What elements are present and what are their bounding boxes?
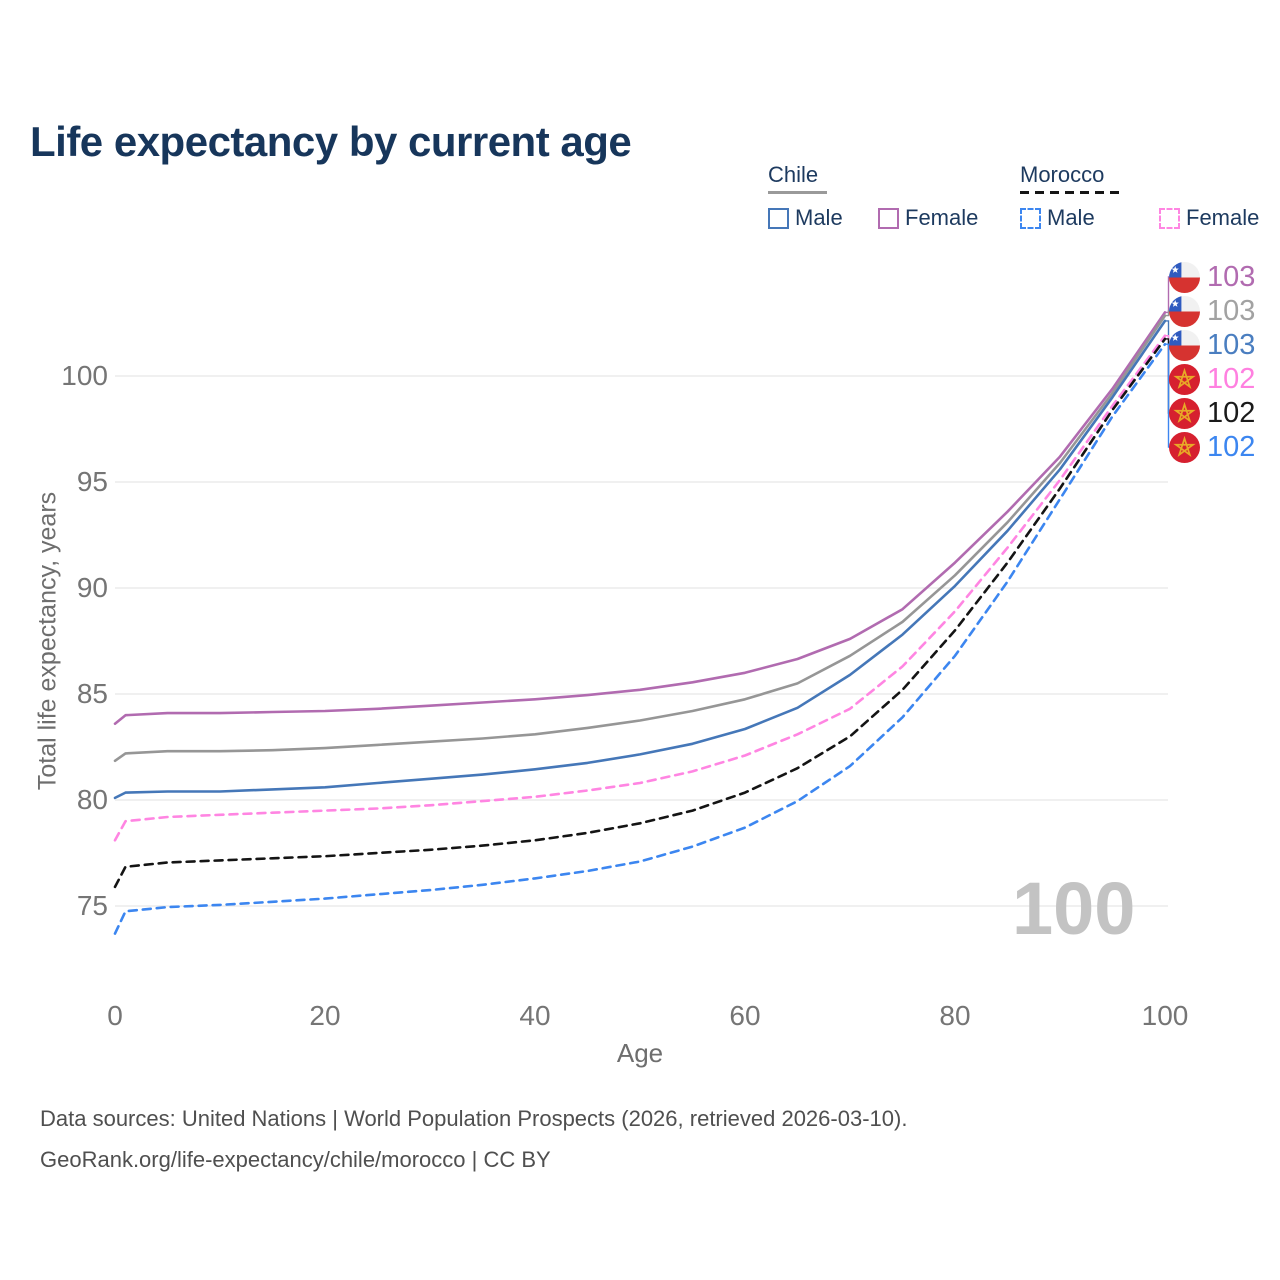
end-label-row: 103 — [1169, 260, 1255, 294]
morocco-flag-icon — [1169, 363, 1200, 395]
end-label-row: 103 — [1169, 294, 1255, 328]
chile-male-swatch-icon — [768, 207, 789, 229]
legend-item-label: Female — [1186, 205, 1260, 230]
end-label-value: 102 — [1207, 363, 1256, 395]
end-label-value: 103 — [1207, 295, 1256, 327]
end-label-row: 102 — [1169, 362, 1255, 396]
line-chart[interactable] — [0, 0, 1280, 1080]
attribution-text: GeoRank.org/life-expectancy/chile/morocc… — [40, 1147, 551, 1172]
y-tick-label: 95 — [76, 466, 108, 497]
y-tick-label: 85 — [76, 678, 108, 709]
morocco-flag-icon — [1169, 397, 1200, 429]
y-axis-title: Total life expectancy, years — [33, 491, 62, 791]
legend-chile-linestyle-sample — [768, 191, 827, 194]
legend-morocco-linestyle-sample — [1020, 191, 1124, 194]
y-tick-label: 90 — [76, 572, 108, 603]
x-tick-label: 40 — [519, 1000, 551, 1031]
end-label-value: 103 — [1207, 329, 1256, 361]
series-line-chile-male[interactable] — [113, 319, 1167, 800]
chile-flag-icon — [1169, 329, 1200, 361]
x-axis-title: Age — [616, 1038, 664, 1068]
y-tick-label: 100 — [61, 360, 108, 391]
series-line-morocco-female[interactable] — [113, 334, 1167, 842]
morocco-flag-icon — [1169, 431, 1200, 463]
end-label-value: 103 — [1207, 261, 1256, 293]
data-sources-text: Data sources: United Nations | World Pop… — [40, 1106, 908, 1131]
chile-flag-icon — [1169, 261, 1200, 293]
series-line-morocco-total[interactable] — [113, 337, 1167, 889]
legend-item-morocco-male[interactable]: Male — [1020, 205, 1095, 231]
x-tick-label: 80 — [939, 1000, 971, 1031]
legend-item-label: Male — [1047, 205, 1095, 230]
chile-female-swatch-icon — [878, 207, 899, 229]
series-line-chile-female[interactable] — [113, 311, 1167, 726]
hovered-age-indicator: 100 — [1012, 867, 1136, 950]
morocco-male-swatch-icon — [1020, 207, 1041, 229]
legend-item-morocco-female[interactable]: Female — [1159, 205, 1259, 231]
end-label-row: 102 — [1169, 396, 1255, 430]
legend-item-chile-female[interactable]: Female — [878, 205, 978, 231]
end-label-row: 102 — [1169, 430, 1255, 464]
series-line-morocco-male[interactable] — [113, 342, 1167, 935]
x-tick-label: 100 — [1141, 1000, 1189, 1031]
legend-item-label: Female — [905, 205, 979, 230]
x-tick-label: 0 — [107, 1000, 123, 1031]
y-tick-label: 80 — [76, 784, 108, 815]
x-tick-label: 20 — [309, 1000, 341, 1031]
series-line-chile-total[interactable] — [113, 314, 1167, 763]
legend-item-label: Male — [795, 205, 843, 230]
morocco-female-swatch-icon — [1159, 207, 1180, 229]
end-label-value: 102 — [1207, 431, 1256, 463]
end-label-row: 103 — [1169, 328, 1255, 362]
chart-title: Life expectancy by current age — [30, 118, 632, 166]
legend-item-chile-male[interactable]: Male — [768, 205, 843, 231]
legend-group-chile-title: Chile — [768, 162, 819, 187]
legend-group-morocco-title: Morocco — [1020, 162, 1105, 187]
x-tick-label: 60 — [729, 1000, 761, 1031]
y-tick-label: 75 — [76, 890, 108, 921]
end-label-value: 102 — [1207, 397, 1256, 429]
chile-flag-icon — [1169, 295, 1200, 327]
